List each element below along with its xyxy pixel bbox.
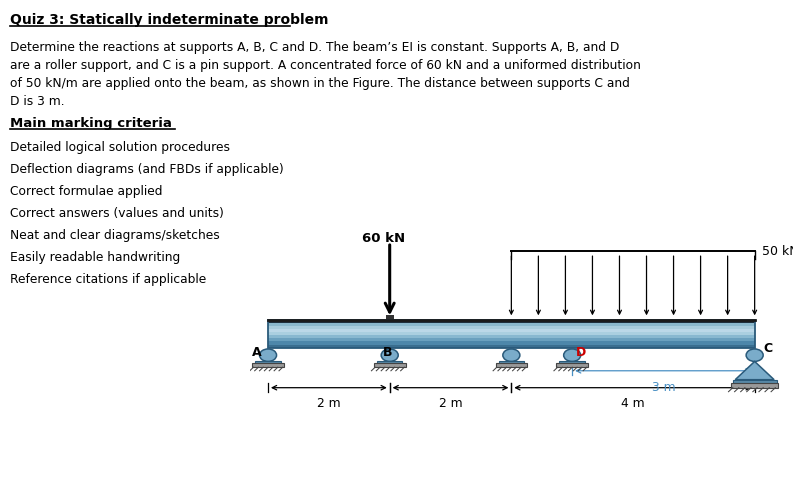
Text: Deflection diagrams (and FBDs if applicable): Deflection diagrams (and FBDs if applica… bbox=[10, 163, 284, 176]
Text: 2 m: 2 m bbox=[439, 398, 462, 410]
Text: D: D bbox=[576, 346, 586, 358]
Text: B: B bbox=[382, 346, 392, 358]
Text: C: C bbox=[763, 342, 772, 355]
Circle shape bbox=[746, 349, 763, 361]
Text: A: A bbox=[251, 346, 261, 358]
Text: Determine the reactions at supports A, B, C and D. The beam’s EI is constant. Su: Determine the reactions at supports A, B… bbox=[10, 41, 619, 54]
Text: 2 m: 2 m bbox=[317, 398, 341, 410]
Text: Detailed logical solution procedures: Detailed logical solution procedures bbox=[10, 141, 230, 154]
Bar bbox=[374, 363, 405, 367]
Text: 60 kN: 60 kN bbox=[362, 232, 405, 246]
Bar bbox=[255, 361, 281, 363]
Text: Correct answers (values and units): Correct answers (values and units) bbox=[10, 207, 224, 220]
Text: of 50 kN/m are applied onto the beam, as shown in the Figure. The distance betwe: of 50 kN/m are applied onto the beam, as… bbox=[10, 77, 630, 90]
Bar bbox=[252, 363, 284, 367]
Polygon shape bbox=[735, 361, 774, 380]
Bar bbox=[385, 315, 393, 319]
Bar bbox=[268, 332, 755, 335]
Text: Quiz 3: Statically indeterminate problem: Quiz 3: Statically indeterminate problem bbox=[10, 13, 328, 27]
Bar bbox=[377, 361, 403, 363]
Text: are a roller support, and C is a pin support. A concentrated force of 60 kN and : are a roller support, and C is a pin sup… bbox=[10, 59, 641, 72]
Circle shape bbox=[564, 349, 580, 361]
Text: 50 kN/m: 50 kN/m bbox=[762, 245, 793, 257]
Bar bbox=[268, 345, 755, 348]
Bar bbox=[559, 361, 585, 363]
Bar bbox=[499, 361, 524, 363]
Text: Neat and clear diagrams/sketches: Neat and clear diagrams/sketches bbox=[10, 229, 220, 242]
Circle shape bbox=[503, 349, 520, 361]
Bar bbox=[268, 342, 755, 345]
Circle shape bbox=[381, 349, 398, 361]
Bar bbox=[557, 363, 588, 367]
Text: 4 m: 4 m bbox=[621, 398, 645, 410]
Bar bbox=[268, 320, 755, 323]
Bar bbox=[268, 320, 755, 323]
Bar bbox=[268, 326, 755, 329]
Text: D is 3 m.: D is 3 m. bbox=[10, 95, 64, 108]
Text: Correct formulae applied: Correct formulae applied bbox=[10, 185, 163, 198]
Bar bbox=[268, 329, 755, 332]
Circle shape bbox=[259, 349, 277, 361]
Bar bbox=[496, 363, 527, 367]
Bar bbox=[268, 338, 755, 342]
Bar bbox=[731, 383, 779, 388]
Bar bbox=[268, 323, 755, 326]
Bar bbox=[268, 320, 755, 348]
Text: Easily readable handwriting: Easily readable handwriting bbox=[10, 251, 180, 264]
Bar bbox=[733, 380, 776, 383]
Text: Reference citations if applicable: Reference citations if applicable bbox=[10, 273, 206, 286]
Bar bbox=[268, 335, 755, 338]
Text: Main marking criteria: Main marking criteria bbox=[10, 117, 172, 130]
Text: 3 m: 3 m bbox=[652, 381, 675, 394]
